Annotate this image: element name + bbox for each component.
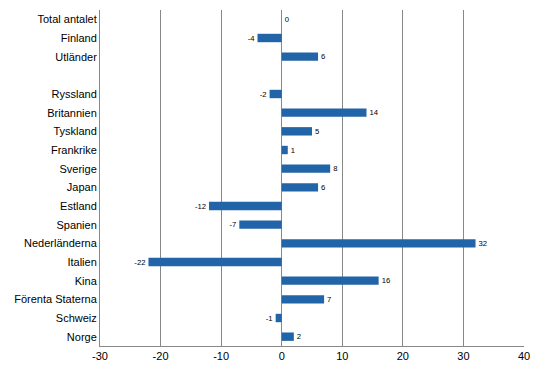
svg-text:5: 5 [315,127,319,136]
svg-text:16: 16 [382,276,391,285]
svg-text:Japan: Japan [67,181,97,193]
svg-text:Tyskland: Tyskland [53,125,96,137]
svg-text:2: 2 [297,332,301,341]
svg-text:30: 30 [457,350,469,362]
svg-text:-4: -4 [248,34,256,43]
svg-text:-10: -10 [213,350,229,362]
svg-text:-1: -1 [266,314,273,323]
svg-text:Kina: Kina [75,275,98,287]
svg-text:-30: -30 [92,350,108,362]
svg-text:Total antalet: Total antalet [37,13,96,25]
svg-text:Ryssland: Ryssland [52,88,97,100]
svg-text:-2: -2 [260,90,267,99]
svg-text:-12: -12 [195,202,206,211]
svg-text:Schweiz: Schweiz [56,312,97,324]
svg-text:-20: -20 [153,350,169,362]
svg-text:Utländer: Utländer [55,51,97,63]
svg-text:0: 0 [285,15,289,24]
svg-text:10: 10 [336,350,348,362]
svg-text:6: 6 [321,183,325,192]
svg-text:0: 0 [279,350,285,362]
svg-text:14: 14 [370,108,379,117]
svg-text:Spanien: Spanien [56,219,96,231]
svg-text:-22: -22 [134,258,145,267]
svg-text:Sverige: Sverige [60,163,97,175]
svg-text:Norge: Norge [67,331,97,343]
svg-text:Britannien: Britannien [47,107,97,119]
svg-text:Italien: Italien [67,256,96,268]
svg-text:20: 20 [397,350,409,362]
svg-text:Estland: Estland [60,200,97,212]
svg-text:7: 7 [327,295,331,304]
svg-text:40: 40 [518,350,530,362]
svg-text:8: 8 [333,164,337,173]
svg-text:6: 6 [321,52,325,61]
svg-text:32: 32 [479,239,488,248]
svg-text:Finland: Finland [61,32,97,44]
svg-text:1: 1 [291,146,295,155]
svg-text:-7: -7 [229,220,236,229]
svg-text:Förenta Staterna: Förenta Staterna [14,293,97,305]
svg-text:Nederländerna: Nederländerna [24,237,98,249]
svg-text:Frankrike: Frankrike [51,144,97,156]
